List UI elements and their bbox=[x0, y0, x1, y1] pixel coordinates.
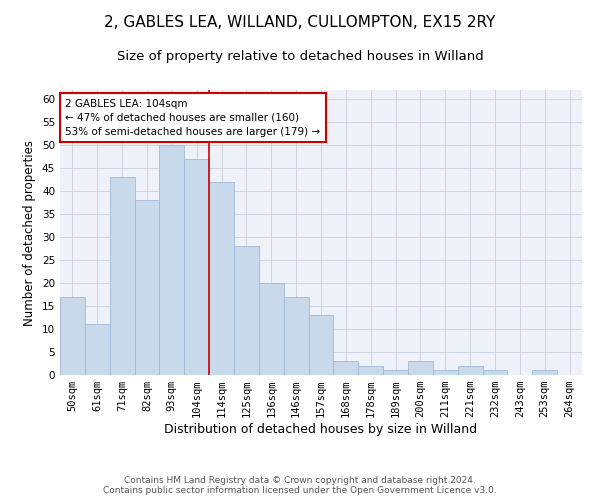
Bar bbox=[184, 159, 209, 375]
Bar bbox=[358, 366, 383, 375]
Bar bbox=[259, 283, 284, 375]
Bar bbox=[433, 370, 458, 375]
Bar bbox=[458, 366, 482, 375]
Bar bbox=[234, 246, 259, 375]
Bar bbox=[160, 145, 184, 375]
Bar bbox=[284, 297, 308, 375]
Bar bbox=[334, 361, 358, 375]
Y-axis label: Number of detached properties: Number of detached properties bbox=[23, 140, 37, 326]
Bar bbox=[110, 178, 134, 375]
Text: Contains HM Land Registry data © Crown copyright and database right 2024.
Contai: Contains HM Land Registry data © Crown c… bbox=[103, 476, 497, 495]
Bar bbox=[532, 370, 557, 375]
Bar bbox=[308, 315, 334, 375]
Text: 2 GABLES LEA: 104sqm
← 47% of detached houses are smaller (160)
53% of semi-deta: 2 GABLES LEA: 104sqm ← 47% of detached h… bbox=[65, 98, 320, 136]
Bar bbox=[408, 361, 433, 375]
Bar bbox=[60, 297, 85, 375]
Bar bbox=[209, 182, 234, 375]
Bar bbox=[383, 370, 408, 375]
Bar bbox=[482, 370, 508, 375]
Bar bbox=[85, 324, 110, 375]
X-axis label: Distribution of detached houses by size in Willand: Distribution of detached houses by size … bbox=[164, 423, 478, 436]
Text: Size of property relative to detached houses in Willand: Size of property relative to detached ho… bbox=[116, 50, 484, 63]
Text: 2, GABLES LEA, WILLAND, CULLOMPTON, EX15 2RY: 2, GABLES LEA, WILLAND, CULLOMPTON, EX15… bbox=[104, 15, 496, 30]
Bar bbox=[134, 200, 160, 375]
